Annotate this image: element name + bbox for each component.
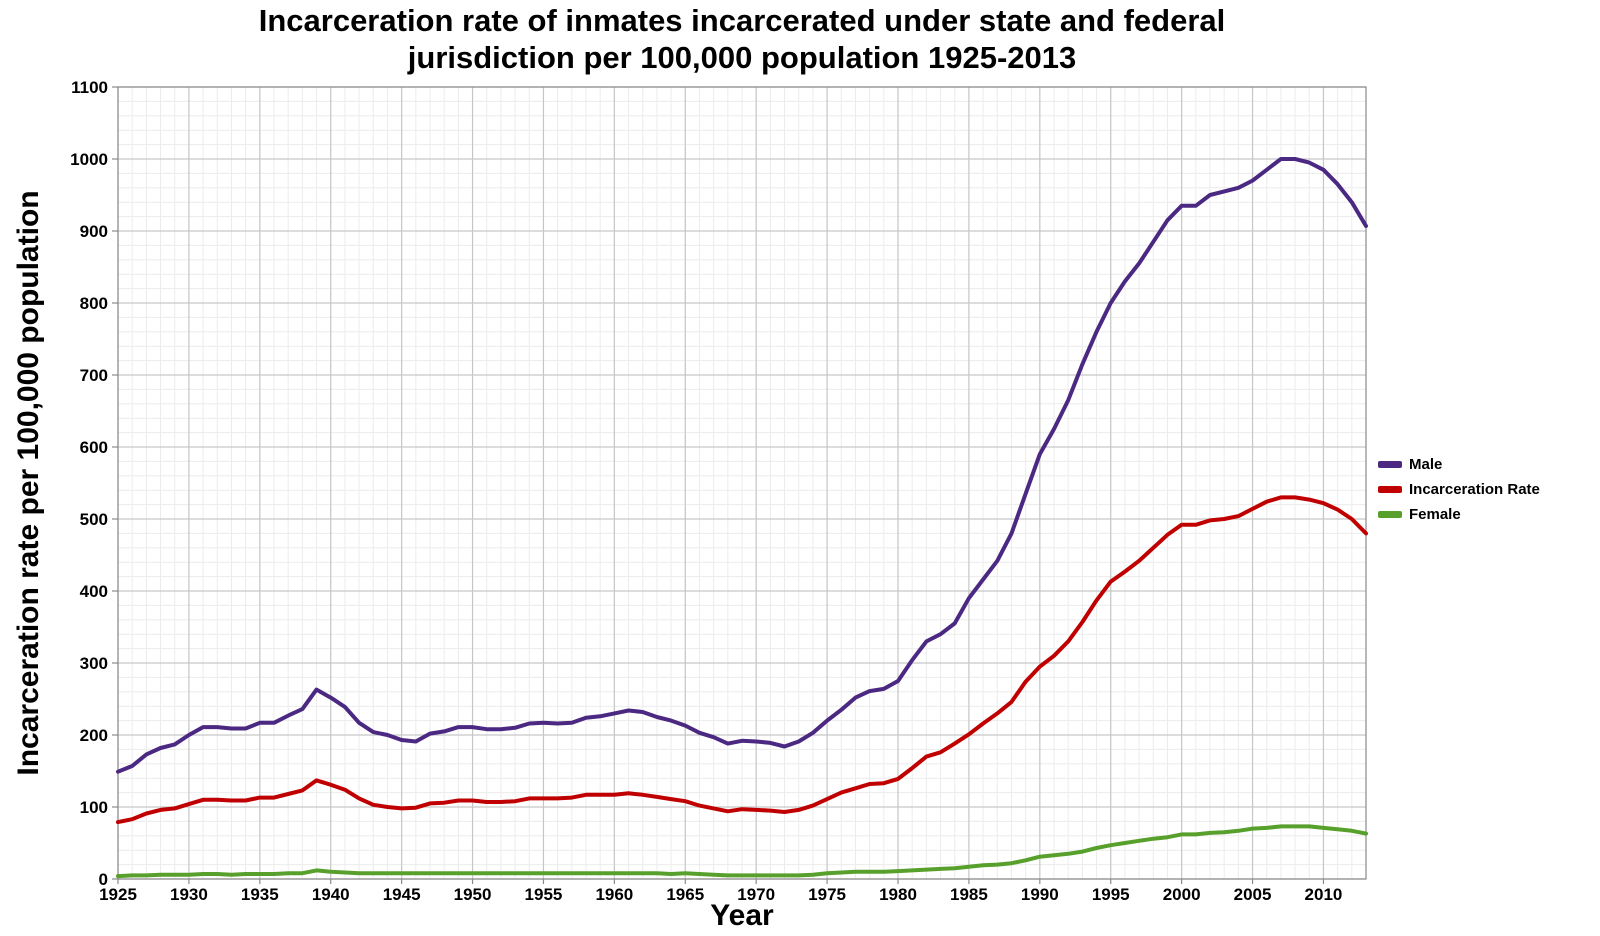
y-tick-label-200: 200 — [80, 726, 108, 745]
chart-title-line2: jurisdiction per 100,000 population 1925… — [407, 40, 1077, 75]
y-tick-label-1100: 1100 — [71, 78, 108, 97]
x-tick-label-1935: 1935 — [241, 885, 279, 904]
x-tick-label-1925: 1925 — [99, 885, 137, 904]
chart-title-line1: Incarceration rate of inmates incarcerat… — [258, 3, 1226, 38]
legend-color-chip — [1378, 486, 1402, 493]
legend-label: Female — [1409, 506, 1461, 523]
legend: Male Incarceration Rate Female — [1378, 452, 1540, 527]
y-tick-label-600: 600 — [80, 438, 108, 457]
y-axis-tick-labels: 0 100 200 300 400 500 600 700 800 900 1000 1100 — [70, 78, 108, 889]
series-lines — [116, 157, 1368, 879]
legend-item-female: Female — [1378, 502, 1540, 527]
x-tick-label-2000: 2000 — [1163, 885, 1201, 904]
x-tick-label-1980: 1980 — [879, 885, 917, 904]
x-tick-label-1960: 1960 — [595, 885, 633, 904]
series-line-female — [116, 824, 1368, 879]
x-tick-label-1945: 1945 — [383, 885, 421, 904]
chart-title: Incarceration rate of inmates incarcerat… — [0, 2, 1484, 76]
y-tick-label-800: 800 — [80, 294, 108, 313]
plot-border — [117, 86, 1367, 880]
x-tick-label-1970: 1970 — [737, 885, 775, 904]
x-tick-label-1995: 1995 — [1092, 885, 1130, 904]
y-tick-label-400: 400 — [80, 582, 108, 601]
x-tick-label-1930: 1930 — [170, 885, 208, 904]
x-tick-label-1985: 1985 — [950, 885, 988, 904]
x-axis-title: Year — [710, 899, 774, 932]
x-tick-label-1955: 1955 — [525, 885, 563, 904]
x-tick-label-1975: 1975 — [808, 885, 846, 904]
legend-color-chip — [1378, 461, 1402, 468]
x-tick-label-1950: 1950 — [454, 885, 492, 904]
series-line-incarceration-rate — [116, 495, 1368, 825]
y-tick-label-300: 300 — [80, 654, 108, 673]
legend-label: Incarceration Rate — [1409, 481, 1540, 498]
y-tick-label-900: 900 — [80, 222, 108, 241]
minor-gridlines — [117, 86, 1367, 880]
x-tick-label-1940: 1940 — [312, 885, 350, 904]
y-tick-label-100: 100 — [80, 798, 108, 817]
y-tick-label-1000: 1000 — [70, 150, 108, 169]
legend-item-male: Male — [1378, 452, 1540, 477]
legend-label: Male — [1409, 456, 1443, 473]
x-axis-tick-labels: 1925 1930 1935 1940 1945 1950 1955 1960 1965 1970… — [99, 885, 1342, 904]
x-tick-label-1990: 1990 — [1021, 885, 1059, 904]
x-tick-label-2005: 2005 — [1234, 885, 1272, 904]
y-tick-label-500: 500 — [80, 510, 108, 529]
legend-item-incarceration-rate: Incarceration Rate — [1378, 477, 1540, 502]
y-tick-label-700: 700 — [80, 366, 108, 385]
y-axis-title: Incarceration rate per 100,000 populatio… — [12, 190, 45, 775]
axis-ticks — [112, 86, 1325, 884]
x-tick-label-2010: 2010 — [1305, 885, 1343, 904]
x-tick-label-1965: 1965 — [666, 885, 704, 904]
legend-color-chip — [1378, 511, 1402, 518]
y-tick-label-0: 0 — [99, 870, 108, 889]
series-line-male — [116, 157, 1368, 774]
